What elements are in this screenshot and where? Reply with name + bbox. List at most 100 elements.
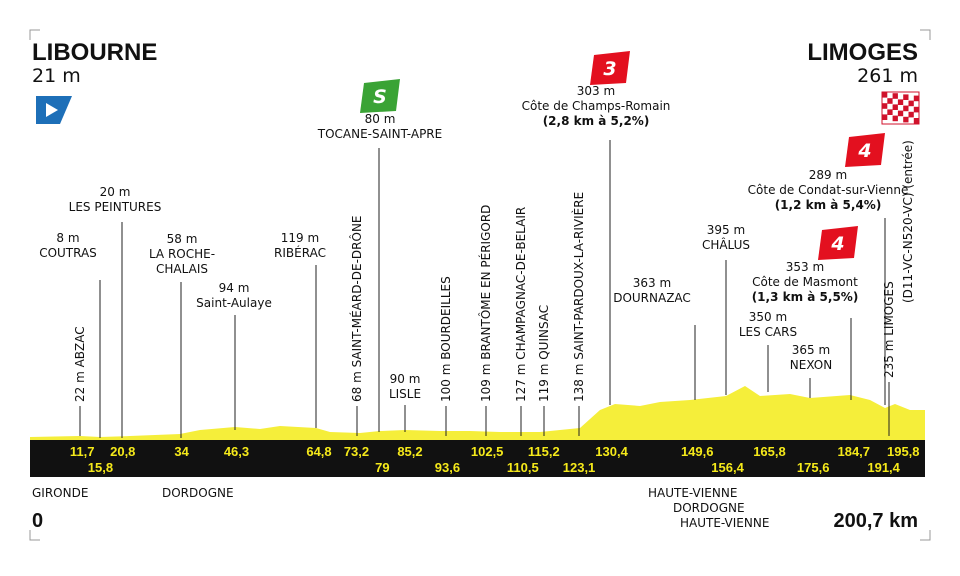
- km-marker: 64,8: [306, 444, 331, 459]
- waypoint-altitude: 353 m: [786, 260, 824, 274]
- flag-square: [897, 99, 904, 105]
- frame: [29, 29, 931, 541]
- waypoint-name: Côte de Condat-sur-Vienne: [748, 183, 909, 197]
- distance-bar: [30, 440, 925, 477]
- flag-square: [892, 115, 898, 122]
- waypoint-name: Saint-Aulaye: [196, 296, 272, 310]
- flag-square: [913, 118, 920, 124]
- waypoint-name: LES CARS: [739, 325, 797, 339]
- flag-square: [897, 110, 904, 117]
- category-badge: [590, 51, 630, 85]
- flag-square: [913, 95, 920, 102]
- km-marker: 123,1: [563, 460, 596, 475]
- flag-square: [892, 93, 898, 99]
- region: DORDOGNE: [162, 486, 234, 500]
- climb-detail: (1,2 km à 5,4%): [775, 198, 882, 212]
- waypoint-name: Côte de Masmont: [752, 275, 858, 289]
- flag-square: [882, 92, 888, 98]
- km-marker: 73,2: [344, 444, 369, 459]
- waypoint-altitude: 20 m: [100, 185, 131, 199]
- waypoint-name: LA ROCHE-: [149, 247, 215, 261]
- waypoint-altitude: 350 m: [749, 310, 787, 324]
- waypoint-name: CHÂLUS: [702, 237, 750, 252]
- km-marker: 11,7: [70, 444, 95, 459]
- km-marker: 20,8: [110, 444, 135, 459]
- region: DORDOGNE: [673, 501, 745, 515]
- km-marker: 175,6: [797, 460, 830, 475]
- flag-square: [882, 114, 888, 120]
- km-marker: 130,4: [595, 444, 628, 459]
- waypoint-name: CHALAIS: [156, 262, 208, 276]
- km-marker: 85,2: [397, 444, 422, 459]
- waypoint-altitude: 363 m: [633, 276, 671, 290]
- waypoint-altitude: 289 m: [809, 168, 847, 182]
- flag-square: [903, 105, 909, 112]
- flag-square: [908, 100, 914, 107]
- vertical-waypoint: 119 m QUINSAC: [537, 305, 551, 402]
- distance-end: 200,7 km: [833, 510, 918, 532]
- km-marker: 93,6: [435, 460, 460, 475]
- km-marker: 110,5: [507, 460, 539, 475]
- waypoint-altitude: 94 m: [219, 281, 250, 295]
- vertical-waypoint: (D11-VC-N520-VC) (entrée): [901, 140, 915, 303]
- flag-square: [908, 111, 914, 118]
- km-marker: 34: [174, 444, 189, 459]
- category-label: 4: [830, 233, 844, 255]
- waypoint-name: RIBÉRAC: [274, 245, 326, 260]
- profile: [30, 386, 925, 440]
- category-label: 3: [603, 58, 616, 80]
- waypoint-name: DOURNAZAC: [613, 291, 691, 305]
- waypoint-name: COUTRAS: [39, 246, 97, 260]
- km-marker: 184,7: [837, 444, 870, 459]
- vertical-waypoint: 235 m LIMOGES: [882, 281, 896, 378]
- flag-square: [903, 94, 909, 100]
- km-marker: 195,8: [887, 444, 920, 459]
- km-marker: 115,2: [528, 444, 560, 459]
- km-marker: 79: [375, 460, 389, 475]
- vertical-waypoint: 22 m ABZAC: [73, 326, 87, 402]
- finish-flag: [881, 91, 920, 125]
- km-marker: 102,5: [471, 444, 504, 459]
- waypoint-altitude: 303 m: [577, 84, 615, 98]
- flag-square: [887, 109, 893, 115]
- waypoint-name: NEXON: [790, 358, 832, 372]
- climb-detail: (1,3 km à 5,5%): [752, 290, 859, 304]
- vertical-waypoint: 109 m BRANTÔME EN PÉRIGORD: [478, 205, 493, 402]
- flag-border: [881, 91, 920, 125]
- start-altitude: 21 m: [32, 65, 81, 87]
- km-marker: 165,8: [753, 444, 786, 459]
- km-marker: 156,4: [711, 460, 744, 475]
- waypoint-name: LES PEINTURES: [69, 200, 162, 214]
- waypoint-altitude: 8 m: [56, 231, 79, 245]
- category-badge: [845, 133, 885, 167]
- waypoint-altitude: 58 m: [167, 232, 198, 246]
- category-badge: [818, 226, 858, 260]
- waypoint-name: Côte de Champs-Romain: [522, 99, 671, 113]
- waypoint-altitude: 365 m: [792, 343, 830, 357]
- waypoint-altitude: 80 m: [365, 112, 396, 126]
- distance-start: 0: [32, 510, 43, 532]
- waypoint-altitude: 395 m: [707, 223, 745, 237]
- km-marker: 15,8: [88, 460, 113, 475]
- region: HAUTE-VIENNE: [680, 516, 769, 530]
- region: HAUTE-VIENNE: [648, 486, 737, 500]
- finish-name: LIMOGES: [807, 39, 918, 66]
- category-label: 4: [857, 140, 871, 162]
- waypoint-altitude: 119 m: [281, 231, 319, 245]
- flag-square: [892, 104, 898, 110]
- vertical-waypoint: 138 m SAINT-PARDOUX-LA-RIVIÈRE: [571, 192, 586, 402]
- km-marker: 191,4: [867, 460, 900, 475]
- start-flag-arrow: [46, 103, 58, 117]
- km-marker: 149,6: [681, 444, 714, 459]
- category-label: S: [373, 86, 387, 108]
- waypoint-altitude: 90 m: [390, 372, 421, 386]
- region: GIRONDE: [32, 486, 88, 500]
- flag-square: [913, 106, 920, 113]
- flag-square: [882, 103, 888, 109]
- waypoint-name: TOCANE-SAINT-APRE: [317, 127, 442, 141]
- flag-square: [887, 98, 893, 104]
- vertical-waypoint: 100 m BOURDEILLES: [439, 276, 453, 402]
- vertical-waypoint: 127 m CHAMPAGNAC-DE-BELAIR: [514, 207, 528, 402]
- finish-altitude: 261 m: [857, 65, 918, 87]
